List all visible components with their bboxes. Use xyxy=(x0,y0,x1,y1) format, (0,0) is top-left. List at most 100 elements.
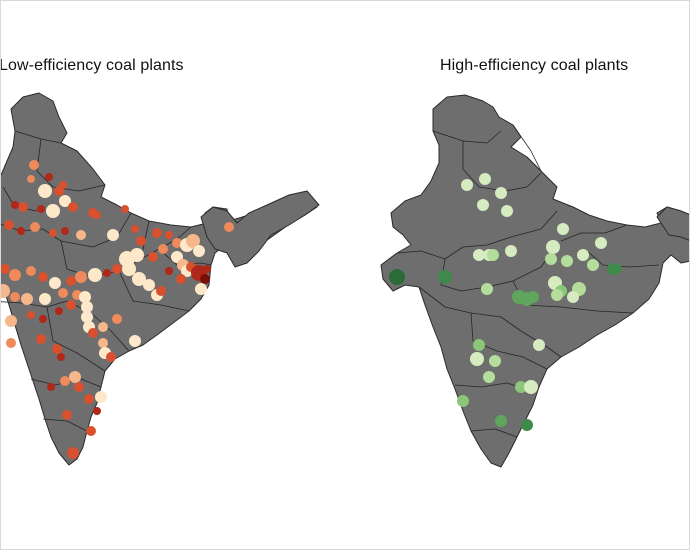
low-efficiency-plant-marker xyxy=(37,205,45,213)
low-efficiency-plant-marker xyxy=(81,311,93,323)
low-efficiency-plant-marker xyxy=(95,391,107,403)
high-efficiency-plant-marker xyxy=(481,283,493,295)
low-efficiency-plant-marker xyxy=(49,277,61,289)
high-efficiency-plant-marker xyxy=(473,339,485,351)
low-efficiency-plant-marker xyxy=(36,334,46,344)
high-efficiency-plant-marker xyxy=(551,289,563,301)
high-efficiency-plant-marker xyxy=(483,371,495,383)
high-efficiency-plant-marker xyxy=(527,291,539,303)
low-efficiency-plant-marker xyxy=(156,286,166,296)
low-efficiency-plant-marker xyxy=(112,314,122,324)
low-efficiency-plant-marker xyxy=(131,225,139,233)
low-efficiency-plant-marker xyxy=(46,204,60,218)
low-efficiency-plant-marker xyxy=(4,220,14,230)
low-efficiency-plant-marker xyxy=(200,274,210,284)
low-efficiency-plant-marker xyxy=(107,229,119,241)
high-efficiency-plant-marker xyxy=(473,249,485,261)
right-india-map xyxy=(380,94,689,468)
low-efficiency-plant-marker xyxy=(136,236,146,246)
low-efficiency-plant-marker xyxy=(1,264,10,274)
low-efficiency-plant-marker xyxy=(84,394,94,404)
low-efficiency-plant-marker xyxy=(27,175,35,183)
low-efficiency-plant-marker xyxy=(11,201,19,209)
high-efficiency-plant-marker xyxy=(489,355,501,367)
low-efficiency-plant-marker xyxy=(98,322,108,332)
low-efficiency-plant-marker xyxy=(52,344,62,354)
high-efficiency-plant-marker xyxy=(521,419,533,431)
high-efficiency-plant-marker xyxy=(612,264,622,274)
high-efficiency-plant-marker xyxy=(512,290,526,304)
high-efficiency-plant-marker xyxy=(546,240,560,254)
low-efficiency-plant-marker xyxy=(29,160,39,170)
low-efficiency-plant-marker xyxy=(39,293,51,305)
low-efficiency-plant-marker xyxy=(6,338,16,348)
low-efficiency-plant-marker xyxy=(47,383,55,391)
low-efficiency-plant-marker xyxy=(17,227,25,235)
low-efficiency-plant-marker xyxy=(103,269,111,277)
low-efficiency-plant-marker xyxy=(57,353,65,361)
low-efficiency-plant-marker xyxy=(39,315,47,323)
low-efficiency-plant-marker xyxy=(59,181,67,189)
low-efficiency-plant-marker xyxy=(9,269,21,281)
right-map-title: High-efficiency coal plants xyxy=(440,57,629,74)
high-efficiency-plant-marker xyxy=(577,249,589,261)
low-efficiency-plant-marker xyxy=(75,271,87,283)
low-efficiency-plant-marker xyxy=(58,288,68,298)
low-efficiency-plant-marker xyxy=(132,272,146,286)
high-efficiency-plant-marker xyxy=(587,259,599,271)
low-efficiency-plant-marker xyxy=(59,195,71,207)
high-efficiency-plant-marker xyxy=(461,179,473,191)
low-efficiency-plant-marker xyxy=(27,311,35,319)
high-efficiency-plant-marker xyxy=(479,173,491,185)
low-efficiency-plant-marker xyxy=(38,184,52,198)
low-efficiency-plant-marker xyxy=(203,265,211,273)
low-efficiency-plant-marker xyxy=(193,245,205,257)
low-efficiency-plant-marker xyxy=(66,300,76,310)
low-efficiency-plant-marker xyxy=(98,338,108,348)
low-efficiency-plant-marker xyxy=(88,208,98,218)
low-efficiency-plant-marker xyxy=(38,272,48,282)
high-efficiency-plant-marker xyxy=(595,237,607,249)
low-efficiency-plant-marker xyxy=(30,222,40,232)
low-efficiency-plant-marker xyxy=(74,382,84,392)
left-india-map xyxy=(1,92,320,466)
low-efficiency-plant-marker xyxy=(93,407,101,415)
high-efficiency-plant-marker xyxy=(495,187,507,199)
low-efficiency-plant-marker xyxy=(121,205,129,213)
low-efficiency-plant-marker xyxy=(152,228,162,238)
low-efficiency-plant-marker xyxy=(88,268,102,282)
low-efficiency-plant-marker xyxy=(10,292,20,302)
high-efficiency-plant-marker xyxy=(533,339,545,351)
low-efficiency-plant-marker xyxy=(186,234,200,248)
low-efficiency-plant-marker xyxy=(69,371,81,383)
low-efficiency-plant-marker xyxy=(68,202,78,212)
low-efficiency-plant-marker xyxy=(176,274,186,284)
high-efficiency-plant-marker xyxy=(515,381,527,393)
low-efficiency-plant-marker xyxy=(143,279,155,291)
low-efficiency-plant-marker xyxy=(165,267,173,275)
left-india-mainland xyxy=(1,92,318,466)
high-efficiency-plant-marker xyxy=(495,415,507,427)
low-efficiency-plant-marker xyxy=(45,173,53,181)
low-efficiency-plant-marker xyxy=(86,426,96,436)
low-efficiency-plant-marker xyxy=(26,266,36,276)
left-map-title: Low-efficiency coal plants xyxy=(0,57,184,74)
low-efficiency-plant-marker xyxy=(55,307,63,315)
high-efficiency-plant-marker xyxy=(567,291,579,303)
high-efficiency-plant-marker xyxy=(487,249,499,261)
high-efficiency-plant-marker xyxy=(457,395,469,407)
high-efficiency-plant-marker xyxy=(389,269,405,285)
low-efficiency-plant-marker xyxy=(79,291,91,303)
high-efficiency-plant-marker xyxy=(501,205,513,217)
low-efficiency-plant-marker xyxy=(66,276,76,286)
high-efficiency-plant-marker xyxy=(557,223,569,235)
low-efficiency-plant-marker xyxy=(172,238,182,248)
low-efficiency-plant-marker xyxy=(60,376,70,386)
low-efficiency-plant-marker xyxy=(1,284,10,298)
low-efficiency-plant-marker xyxy=(18,202,28,212)
high-efficiency-plant-marker xyxy=(470,352,484,366)
high-efficiency-plant-marker xyxy=(524,380,538,394)
right-northeast-region xyxy=(656,206,689,241)
low-efficiency-plant-marker xyxy=(106,352,116,362)
